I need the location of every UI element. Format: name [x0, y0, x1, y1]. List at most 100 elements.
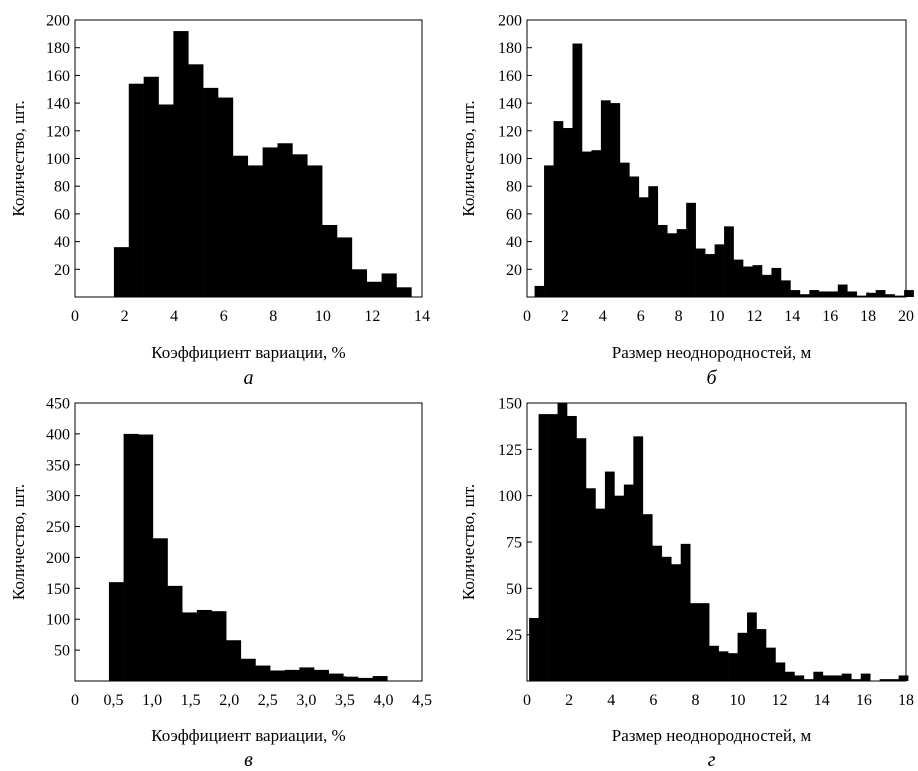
y-tick-label: 180 [46, 40, 70, 57]
histogram-bar [794, 675, 805, 681]
histogram-bar [879, 679, 890, 681]
x-tick-label: 4 [607, 692, 615, 709]
histogram-bar [113, 247, 130, 297]
histogram-bar [699, 603, 710, 681]
histogram-bar [756, 629, 767, 681]
histogram-bar [828, 291, 839, 297]
histogram-bar [614, 495, 625, 681]
histogram-bar [299, 667, 315, 681]
histogram-bar [803, 679, 814, 681]
histogram-bar [904, 290, 914, 297]
histogram-bar [705, 254, 715, 297]
histogram-bar [544, 165, 554, 297]
x-tick-label: 6 [637, 308, 645, 325]
histogram-bar [775, 662, 786, 681]
x-tick-label: 0 [71, 692, 79, 709]
histogram-bar [211, 611, 227, 681]
panel-d: 0 2 4 6 8 10 12 14 16 18 25 50 75 100 125 150 Размер нео… [459, 396, 914, 771]
panel-letter: г [708, 749, 716, 771]
histogram-bar [322, 224, 338, 297]
histogram-bar [747, 612, 757, 681]
panel-letter: а [244, 367, 254, 389]
histogram-bar [604, 471, 615, 681]
histogram-bar [167, 585, 183, 681]
histogram-bar [866, 292, 876, 297]
histogram-bar [813, 671, 824, 681]
x-tick-label: 1,0 [142, 692, 162, 709]
x-tick-label: 10 [709, 308, 725, 325]
histogram-bar [143, 76, 159, 297]
x-tick-label: 14 [814, 692, 830, 709]
histogram-bar [366, 281, 382, 297]
histogram-bar [108, 582, 124, 681]
y-tick-label: 100 [498, 151, 522, 168]
histogram-bar [343, 676, 359, 681]
panel-letter: в [244, 749, 253, 771]
y-tick-label: 400 [46, 426, 70, 443]
y-tick-label: 25 [506, 627, 522, 644]
x-tick-label: 2,0 [219, 692, 239, 709]
x-tick-label: 12 [364, 308, 380, 325]
histogram-bar [585, 488, 596, 681]
histogram-bar [358, 677, 373, 681]
x-tick-label: 0 [71, 308, 79, 325]
histogram-bar [661, 556, 672, 681]
histogram-bar [885, 294, 895, 297]
y-tick-label: 140 [46, 96, 70, 113]
histogram-bar [600, 100, 611, 297]
histogram-bar [381, 273, 397, 297]
histogram-bar [718, 651, 729, 681]
histogram-bar [610, 103, 621, 297]
histogram-bar [548, 414, 558, 681]
x-tick-label: 16 [822, 308, 838, 325]
x-tick-label: 1,5 [181, 692, 201, 709]
histogram-bar [572, 43, 583, 297]
histogram-bar [576, 438, 587, 681]
x-tick-label: 0,5 [104, 692, 124, 709]
histogram-bar [737, 632, 748, 681]
x-tick-label: 14 [414, 308, 430, 325]
histogram-bar [686, 202, 696, 297]
histogram-bar [889, 679, 899, 681]
histogram-bar [714, 244, 725, 297]
histogram-bar [761, 274, 772, 297]
y-tick-label: 20 [54, 262, 70, 279]
histogram-bar [894, 295, 905, 297]
x-tick-label: 20 [898, 308, 914, 325]
histogram-bar [351, 269, 368, 297]
histogram-bar [818, 291, 829, 297]
histogram-bar [247, 165, 263, 297]
histogram-bar [396, 287, 412, 297]
histogram-bar [875, 290, 886, 297]
histogram-bar [724, 226, 734, 297]
y-tick-label: 20 [506, 262, 522, 279]
y-tick-label: 80 [506, 179, 522, 196]
histogram-bar [728, 653, 738, 681]
y-tick-label: 180 [498, 40, 522, 57]
y-tick-label: 60 [506, 206, 522, 223]
histogram-bar [372, 676, 388, 681]
histogram-bar [591, 150, 602, 297]
histogram-bar [642, 514, 653, 681]
histogram-bar [765, 647, 776, 681]
histogram-bar [638, 197, 649, 297]
histogram-bar [270, 670, 286, 681]
histogram-bar [743, 266, 753, 297]
histogram-bar [158, 104, 174, 298]
x-axis-label: Коэффициент вариации, % [151, 726, 345, 745]
histogram-bar [851, 679, 862, 681]
x-tick-label: 4,5 [412, 692, 432, 709]
histogram-bar [188, 64, 204, 297]
histogram-bar [314, 669, 329, 681]
x-tick-label: 0 [523, 308, 531, 325]
x-tick-label: 6 [649, 692, 657, 709]
y-tick-label: 250 [46, 519, 70, 536]
histogram-bar [695, 248, 706, 297]
x-tick-label: 2 [121, 308, 129, 325]
y-tick-label: 50 [54, 643, 70, 660]
y-tick-label: 160 [498, 68, 522, 85]
histogram-bar [255, 665, 271, 681]
x-tick-label: 2,5 [258, 692, 278, 709]
panel-letter: б [706, 367, 717, 389]
y-tick-label: 150 [498, 396, 522, 413]
